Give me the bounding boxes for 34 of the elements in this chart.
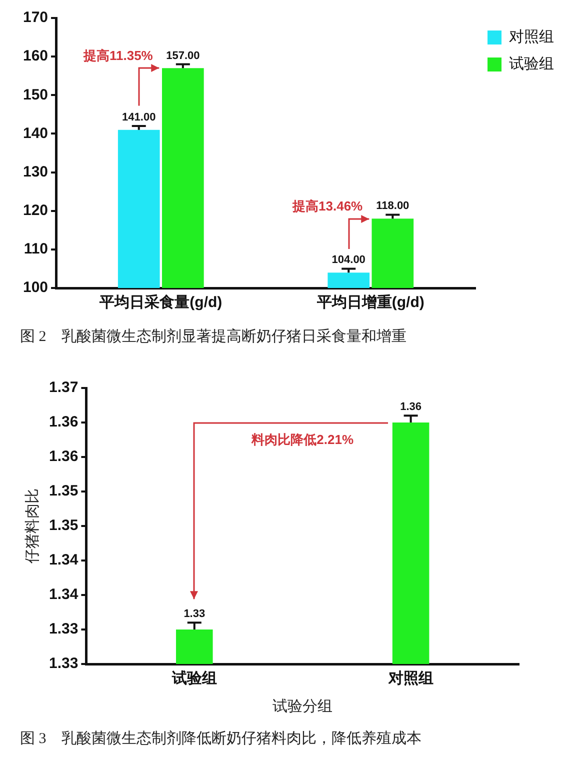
y-tick-label: 1.34 (48, 586, 79, 604)
data-label: 118.00 (376, 200, 410, 212)
y-tick-label: 140 (22, 124, 48, 142)
y-tick-label: 100 (22, 279, 48, 296)
y-tick-label: 110 (24, 240, 48, 258)
data-label: 157.00 (166, 50, 200, 62)
text: 图 2 乳酸菌微生态制剂显著提高断奶仔猪日采食量和增重 (20, 328, 406, 345)
y-tick-label: 1.35 (48, 482, 78, 500)
y-tick-label: 150 (22, 86, 48, 104)
y-tick-label: 1.37 (48, 379, 78, 396)
data-label: 1.33 (184, 608, 206, 620)
y-tick-label: 1.33 (48, 655, 78, 672)
y-tick-label: 1.35 (48, 517, 78, 534)
x-axis-title: 试验分组 (272, 698, 333, 716)
y-tick-label: 130 (22, 163, 48, 180)
y-tick-label: 1.33 (48, 620, 78, 638)
text: 图 3 乳酸菌微生态制剂降低断奶仔猪料肉比，降低养殖成本 (20, 730, 422, 747)
y-tick-label: 160 (22, 48, 48, 65)
data-label: 104.00 (332, 254, 366, 266)
y-tick-label: 1.36 (48, 414, 78, 431)
x-tick-label: 平均日采食量(g/d) (98, 294, 222, 312)
y-tick-label: 1.36 (48, 448, 78, 466)
data-label: 1.36 (400, 401, 422, 414)
annotation: 提高11.35% (82, 48, 154, 63)
legend-label: 试验组 (509, 56, 554, 73)
y-axis-title: 仔猪料肉比 (24, 488, 42, 564)
annotation: 提高13.46% (292, 198, 364, 214)
x-tick-label: 平均日增重(g/d) (316, 294, 424, 312)
annotation: 料肉比降低2.21% (250, 432, 354, 448)
data-label: 141.00 (122, 112, 156, 124)
y-tick-label: 120 (22, 202, 48, 219)
y-tick-label: 170 (22, 9, 48, 26)
y-tick-label: 1.34 (48, 552, 79, 569)
legend-label: 对照组 (509, 28, 554, 46)
